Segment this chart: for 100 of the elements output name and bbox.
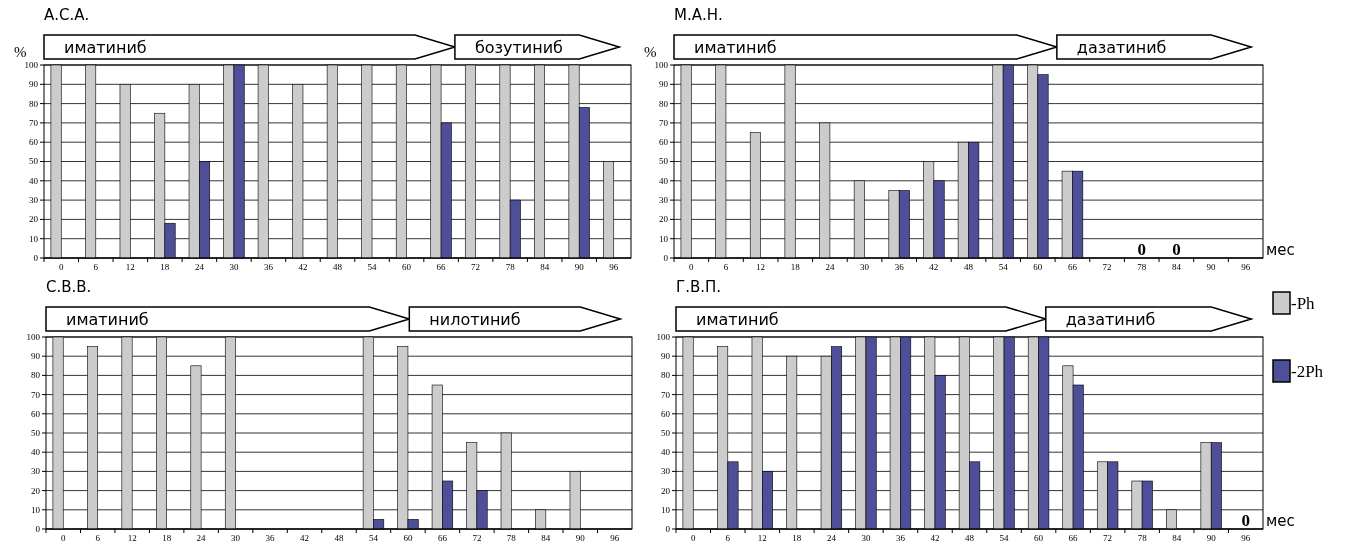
- y-tick-label: 0: [663, 252, 669, 263]
- y-tick-label: 10: [659, 233, 669, 244]
- y-tick-label: 60: [661, 408, 671, 419]
- y-tick-label: 40: [31, 447, 41, 458]
- x-tick-label: 78: [1137, 262, 1147, 272]
- y-tick-label: 60: [29, 137, 39, 148]
- y-tick-label: 70: [661, 389, 671, 400]
- x-tick-label: 90: [1206, 262, 1217, 272]
- x-tick-label: 54: [998, 262, 1009, 272]
- y-tick-label: 80: [661, 370, 671, 381]
- x-tick-label: 60: [1033, 262, 1043, 272]
- y-tick-label: 30: [31, 466, 41, 477]
- x-tick-label: 96: [1241, 262, 1251, 272]
- y-tick-label: 10: [661, 504, 671, 515]
- y-tick-label: 90: [661, 351, 671, 362]
- x-tick-label: 84: [541, 533, 551, 543]
- x-tick-label: 48: [965, 533, 975, 543]
- y-tick-label: 50: [29, 156, 39, 167]
- chart-title: Г.В.П.: [676, 278, 722, 296]
- y-tick-label: 50: [31, 427, 41, 438]
- y-axis-title: %: [644, 44, 657, 60]
- y-tick-label: 60: [659, 137, 669, 148]
- x-tick-label: 48: [334, 533, 344, 543]
- text: иматиниб: [64, 38, 147, 57]
- x-tick-label: 54: [999, 533, 1010, 543]
- y-tick-label: 80: [29, 98, 39, 109]
- x-tick-label: 66: [437, 533, 448, 543]
- x-tick-label: 60: [402, 262, 412, 272]
- y-tick-label: 80: [659, 98, 669, 109]
- x-tick-label: 66: [1068, 533, 1079, 543]
- y-tick-label: 40: [29, 175, 39, 186]
- x-tick-label: 18: [162, 533, 172, 543]
- text: дазатиниб: [1076, 38, 1167, 57]
- y-tick-label: 20: [31, 485, 41, 496]
- x-tick-label: 18: [160, 262, 170, 272]
- y-tick-label: 10: [29, 233, 39, 244]
- y-tick-label: 30: [661, 466, 671, 477]
- x-tick-label: 78: [505, 262, 516, 272]
- x-tick-label: 78: [506, 533, 517, 543]
- x-tick-label: 18: [792, 533, 802, 543]
- x-tick-label: 72: [1103, 533, 1113, 543]
- x-tick-label: 42: [929, 262, 939, 272]
- text: нилотиниб: [429, 310, 521, 329]
- y-tick-label: 100: [654, 59, 669, 70]
- x-tick-label: 12: [127, 533, 137, 543]
- y-tick-label: 70: [31, 389, 41, 400]
- x-tick-label: 36: [895, 533, 906, 543]
- x-tick-label: 12: [756, 262, 766, 272]
- text: дазатиниб: [1065, 310, 1156, 329]
- x-tick-label: 6: [723, 262, 729, 272]
- x-tick-label: 60: [403, 533, 413, 543]
- x-tick-label: 96: [610, 533, 620, 543]
- x-tick-label: 72: [1102, 262, 1112, 272]
- x-tick-label: 6: [725, 533, 731, 543]
- annotation: 0: [1137, 240, 1146, 259]
- legend-label: -Ph: [1291, 294, 1316, 313]
- x-tick-label: 78: [1137, 533, 1148, 543]
- x-tick-label: 30: [860, 262, 870, 272]
- y-tick-label: 0: [33, 252, 39, 263]
- x-axis-title: мес: [1266, 512, 1295, 530]
- x-tick-label: 48: [964, 262, 974, 272]
- x-tick-label: 90: [575, 533, 586, 543]
- x-tick-label: 66: [1067, 262, 1078, 272]
- x-tick-label: 30: [229, 262, 239, 272]
- x-tick-label: 48: [333, 262, 343, 272]
- legend-label: -2Ph: [1291, 362, 1324, 381]
- x-tick-label: 0: [691, 533, 697, 543]
- x-tick-label: 72: [472, 533, 482, 543]
- x-tick-label: 12: [125, 262, 135, 272]
- x-tick-label: 84: [540, 262, 550, 272]
- y-tick-label: 0: [35, 523, 41, 534]
- x-tick-label: 12: [757, 533, 767, 543]
- text: иматиниб: [696, 310, 779, 329]
- x-tick-label: 96: [1241, 533, 1251, 543]
- x-tick-label: 54: [367, 262, 378, 272]
- x-tick-label: 60: [1034, 533, 1044, 543]
- y-tick-label: 100: [656, 331, 671, 342]
- x-tick-label: 30: [861, 533, 871, 543]
- chart-title: А.С.А.: [44, 6, 90, 24]
- x-tick-label: 42: [298, 262, 308, 272]
- y-tick-label: 20: [659, 214, 669, 225]
- text: иматиниб: [694, 38, 777, 57]
- y-tick-label: 90: [659, 79, 669, 90]
- x-tick-label: 0: [689, 262, 695, 272]
- x-axis-title: мес: [1266, 241, 1295, 259]
- x-tick-label: 6: [93, 262, 99, 272]
- x-tick-label: 36: [263, 262, 274, 272]
- x-tick-label: 24: [194, 262, 205, 272]
- chart-title: С.В.В.: [46, 278, 92, 296]
- x-tick-label: 24: [825, 262, 835, 272]
- x-tick-label: 30: [231, 533, 241, 543]
- y-tick-label: 50: [661, 427, 671, 438]
- y-tick-label: 20: [29, 214, 39, 225]
- annotation: 0: [1172, 240, 1181, 259]
- y-tick-label: 80: [31, 370, 41, 381]
- y-tick-label: 70: [659, 117, 669, 128]
- x-tick-label: 90: [1206, 533, 1217, 543]
- y-tick-label: 10: [31, 504, 41, 515]
- text: бозутиниб: [474, 38, 563, 57]
- x-tick-label: 0: [60, 533, 66, 543]
